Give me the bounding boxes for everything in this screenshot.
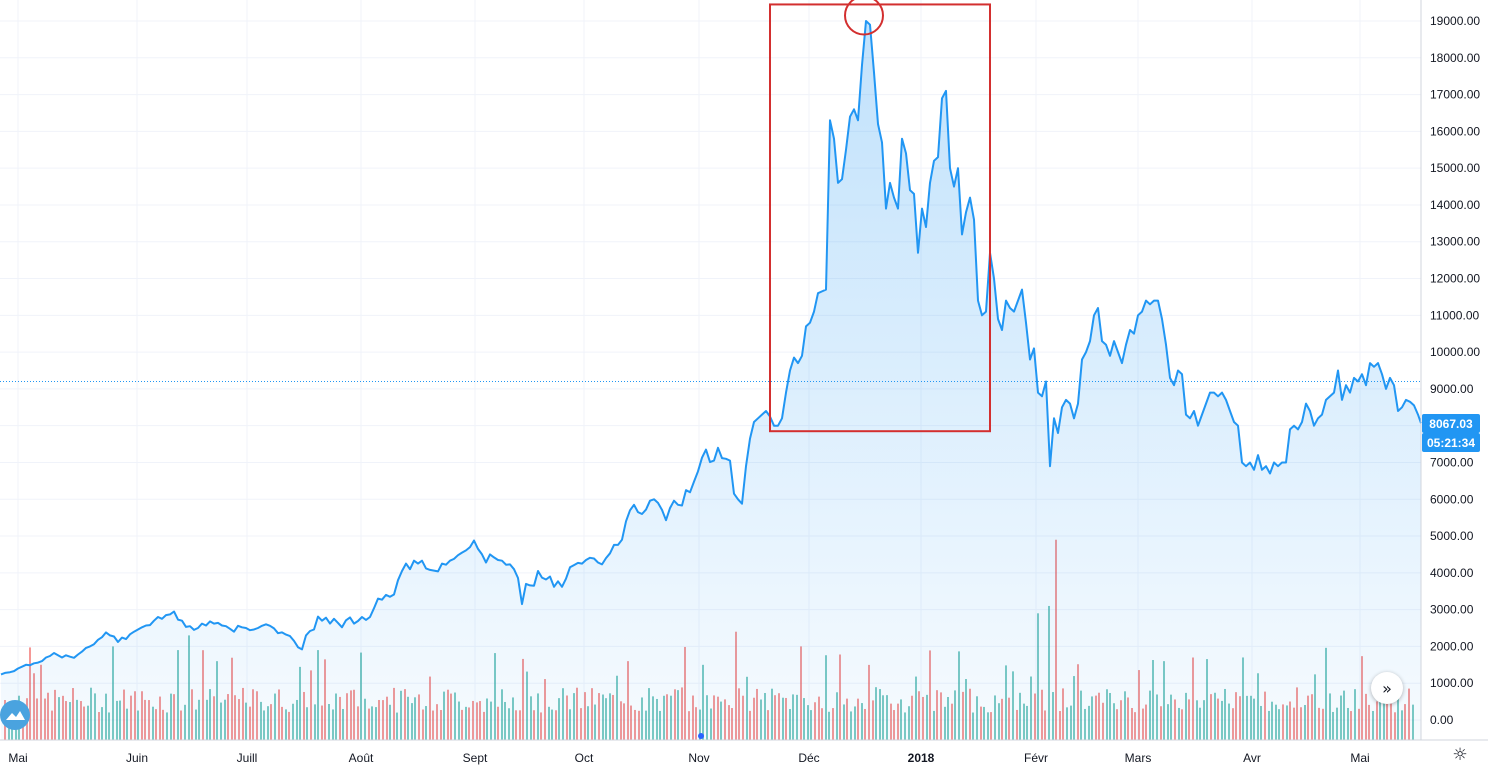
x-tick-label: Févr [1024,751,1048,765]
y-tick-label: 14000.00 [1430,198,1480,212]
y-tick-label: 10000.00 [1430,345,1480,359]
y-tick-label: 0.00 [1430,713,1454,727]
cloud-icon [6,711,25,720]
y-tick-label: 13000.00 [1430,235,1480,249]
y-tick-label: 17000.00 [1430,88,1480,102]
y-tick-label: 11000.00 [1430,308,1479,322]
x-tick-label: Déc [798,751,819,765]
y-tick-label: 16000.00 [1430,124,1480,138]
settings-gear-icon[interactable]: ☼ [1452,745,1468,765]
double-chevron-right-icon: » [1382,678,1392,698]
y-tick-label: 6000.00 [1430,492,1474,506]
peak-circle [844,0,884,36]
time-axis[interactable]: Mai Juin Juill Août Sept Oct Nov Déc 2018 Févr Mar… [0,739,1488,765]
y-tick-label: 4000.00 [1430,566,1474,580]
y-tick-label: 18000.00 [1430,51,1480,65]
y-tick-label: 5000.00 [1430,529,1474,543]
x-tick-label: Nov [688,751,709,765]
y-tick-label: 3000.00 [1430,603,1474,617]
last-value-badge: 8067.03 [1422,414,1480,433]
y-tick-label: 12000.00 [1430,272,1480,286]
nov-marker[interactable] [698,733,704,739]
x-tick-label: Juill [237,751,258,765]
x-tick-label: 2018 [908,751,935,765]
cloud-logo-icon[interactable] [0,700,30,730]
y-tick-label: 19000.00 [1430,14,1480,28]
y-tick-label: 1000.00 [1430,676,1474,690]
x-tick-label: Mai [1350,751,1369,765]
countdown-text: 05:21:34 [1427,436,1475,450]
x-tick-label: Mai [8,751,27,765]
x-tick-label: Août [349,751,374,765]
y-tick-label: 15000.00 [1430,161,1480,175]
y-tick-label: 2000.00 [1430,639,1474,653]
countdown-badge: 05:21:34 [1422,433,1480,452]
y-tick-label: 7000.00 [1430,455,1474,469]
scroll-to-realtime-button[interactable]: » [1371,672,1403,704]
x-tick-label: Mars [1125,751,1152,765]
last-value-text: 8067.03 [1429,417,1473,431]
price-area [1,21,1421,740]
y-tick-label: 9000.00 [1430,382,1474,396]
price-axis[interactable]: 19000.00 18000.00 17000.00 16000.00 15000.00… [1420,0,1480,740]
x-tick-label: Sept [463,751,488,765]
price-line [0,20,1422,676]
x-tick-label: Juin [126,751,148,765]
x-tick-label: Oct [575,751,594,765]
x-tick-label: Avr [1243,751,1261,765]
